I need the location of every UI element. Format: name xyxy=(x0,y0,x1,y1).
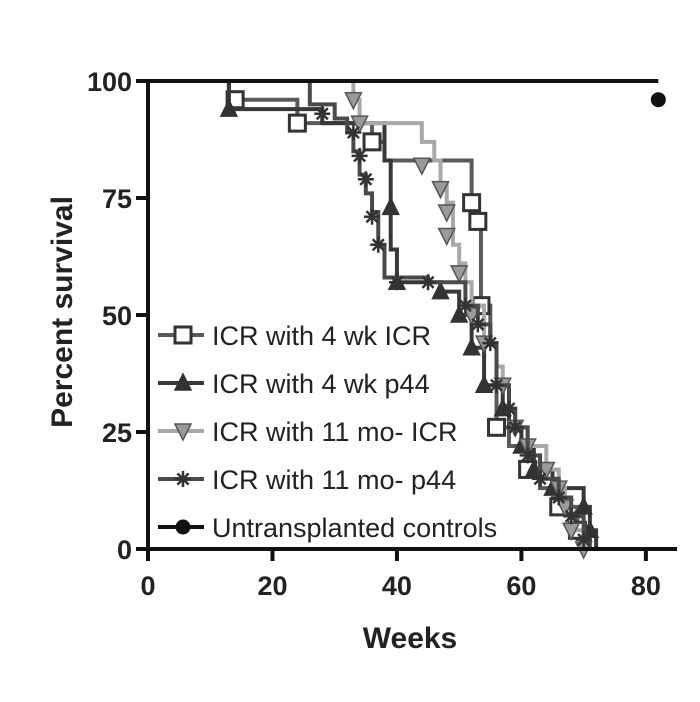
data-point xyxy=(345,124,362,141)
x-ticks: 0 20 40 60 80 xyxy=(140,549,661,601)
x-tick-label: 40 xyxy=(382,571,412,601)
data-point xyxy=(431,280,450,300)
legend-entry: ICR with 4 wk p44 xyxy=(158,369,430,399)
legend-marker xyxy=(173,325,193,345)
data-point xyxy=(449,265,469,284)
data-point xyxy=(437,204,456,223)
legend-entry: ICR with 11 mo- p44 xyxy=(158,465,456,495)
series-3 xyxy=(148,79,592,549)
legend-label: ICR with 11 mo- p44 xyxy=(212,465,456,495)
data-point xyxy=(482,335,499,352)
data-point xyxy=(364,208,381,225)
data-point xyxy=(524,458,544,478)
legend-label: Untransplanted controls xyxy=(212,513,497,543)
y-tick-label: 0 xyxy=(117,535,132,565)
data-point xyxy=(550,489,567,506)
legend-marker xyxy=(173,372,193,391)
data-point xyxy=(357,171,374,188)
x-tick-label: 20 xyxy=(257,571,287,601)
series-4 xyxy=(148,79,666,108)
y-tick-label: 100 xyxy=(87,67,132,97)
data-point xyxy=(350,115,369,134)
data-point xyxy=(420,274,437,291)
data-point xyxy=(474,374,494,393)
data-point xyxy=(532,470,549,487)
data-point xyxy=(650,92,666,108)
data-point xyxy=(431,180,450,200)
data-point xyxy=(563,508,580,525)
data-point xyxy=(487,417,507,437)
data-point xyxy=(351,147,368,164)
data-point xyxy=(575,531,592,548)
data-point xyxy=(468,211,488,231)
legend-marker xyxy=(173,423,193,442)
data-point xyxy=(370,236,387,253)
data-point xyxy=(344,91,363,111)
data-point xyxy=(388,274,405,291)
x-tick-label: 60 xyxy=(506,571,536,601)
x-axis-label: Weeks xyxy=(363,622,458,655)
y-axis-label: Percent survival xyxy=(46,196,79,428)
legend-entry: ICR with 11 mo- ICR xyxy=(158,417,458,447)
data-point xyxy=(537,461,556,481)
data-point xyxy=(469,316,486,333)
data-point xyxy=(519,447,536,464)
legend-marker xyxy=(175,519,191,535)
data-point xyxy=(412,157,432,176)
y-tick-label: 75 xyxy=(102,184,132,214)
data-point xyxy=(219,98,239,117)
y-ticks: 0 25 50 75 100 xyxy=(87,67,148,565)
data-point xyxy=(462,193,482,213)
legend-label: ICR with 11 mo- ICR xyxy=(212,417,458,447)
data-point xyxy=(437,227,456,247)
legend: ICR with 4 wk ICR ICR with 4 wk p44 ICR wi… xyxy=(158,321,497,543)
data-point xyxy=(555,499,575,518)
data-point xyxy=(574,496,593,515)
data-point xyxy=(500,400,517,417)
data-point xyxy=(507,419,524,436)
data-point xyxy=(449,304,469,323)
y-tick-label: 25 xyxy=(102,418,132,448)
data-point xyxy=(488,377,505,394)
data-point xyxy=(381,196,400,216)
legend-entry: ICR with 4 wk ICR xyxy=(158,321,431,351)
legend-marker xyxy=(175,471,191,487)
data-point xyxy=(462,337,481,356)
data-point xyxy=(457,297,474,314)
legend-entry: Untransplanted controls xyxy=(158,513,497,543)
legend-label: ICR with 4 wk ICR xyxy=(212,321,431,351)
data-point xyxy=(462,307,481,326)
data-point xyxy=(314,105,331,122)
legend-label: ICR with 4 wk p44 xyxy=(212,369,430,399)
series-layer xyxy=(148,79,666,560)
x-tick-label: 0 xyxy=(140,571,155,601)
data-point xyxy=(287,113,307,133)
data-point xyxy=(362,132,382,152)
x-tick-label: 80 xyxy=(631,571,661,601)
y-tick-label: 50 xyxy=(102,301,132,331)
data-point xyxy=(580,519,600,539)
